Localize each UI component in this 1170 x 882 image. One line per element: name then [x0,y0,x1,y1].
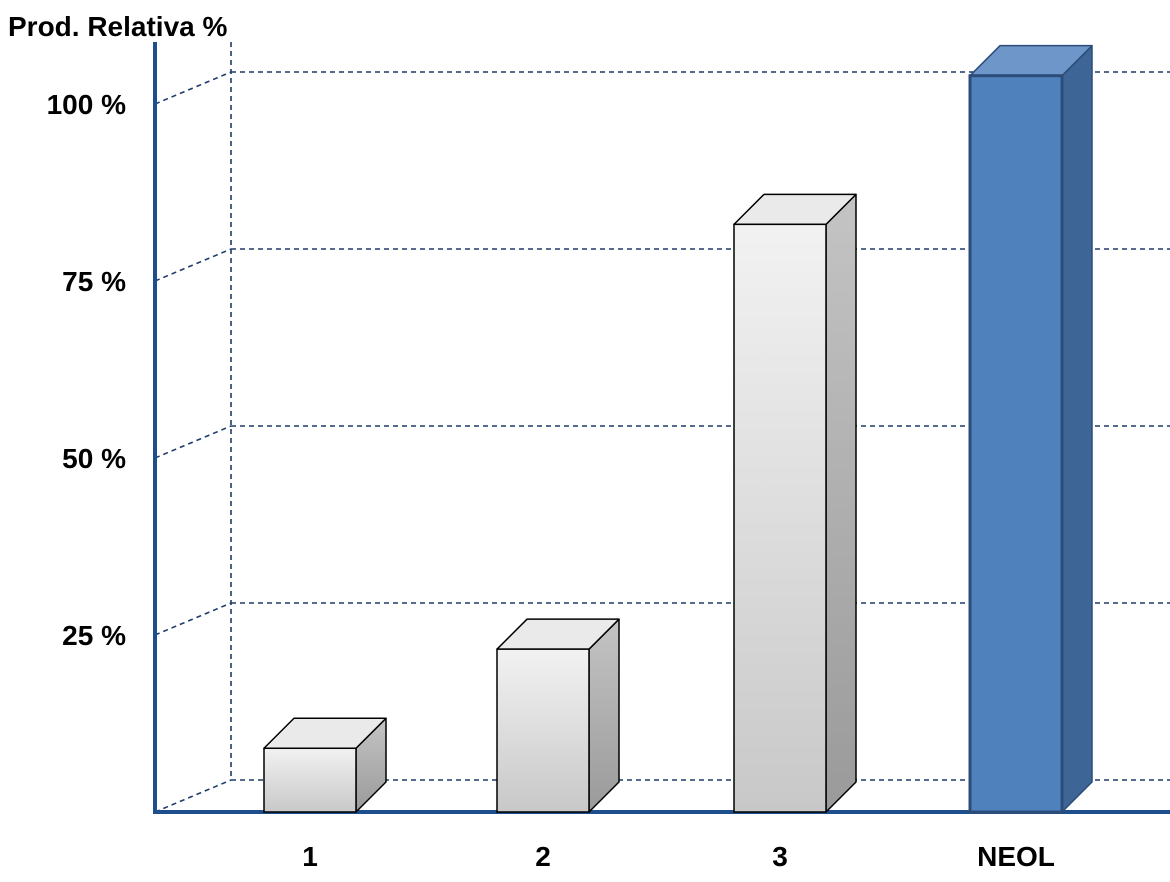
gridlines [154,42,1170,813]
bar-front-NEOL [968,74,1064,814]
labels: Prod. Relativa % 25 % 50 % 75 % 100 % 1 2 3 NEO… [8,11,1055,872]
gridline-diagonal-75 [154,248,232,282]
x-tick-label: 3 [772,841,788,872]
bars [263,44,1093,814]
gridline-diagonal-25 [154,602,232,636]
gridline-diagonal-50 [154,425,232,459]
bar-2 [496,618,620,813]
x-tick-label: 1 [302,841,318,872]
gridline-diagonal-100 [154,71,232,105]
y-tick-label: 25 % [62,620,126,651]
bar-3 [733,193,857,813]
x-tick-label: 2 [535,841,551,872]
x-tick-label: NEOL [977,841,1055,872]
y-tick-label: 50 % [62,443,126,474]
gridline-diagonal-0 [154,779,232,813]
bar-front-3 [733,223,827,813]
bar-front-2 [496,648,590,813]
bar-side-NEOL [1061,44,1093,813]
bar-side-3 [825,193,857,813]
bar-front-1 [263,747,357,813]
y-axis-title: Prod. Relativa % [8,11,228,42]
y-tick-label: 75 % [62,266,126,297]
bar-side-2 [588,618,620,813]
bar-NEOL [968,44,1093,814]
y-tick-label: 100 % [47,89,126,120]
bar-1 [263,717,387,813]
